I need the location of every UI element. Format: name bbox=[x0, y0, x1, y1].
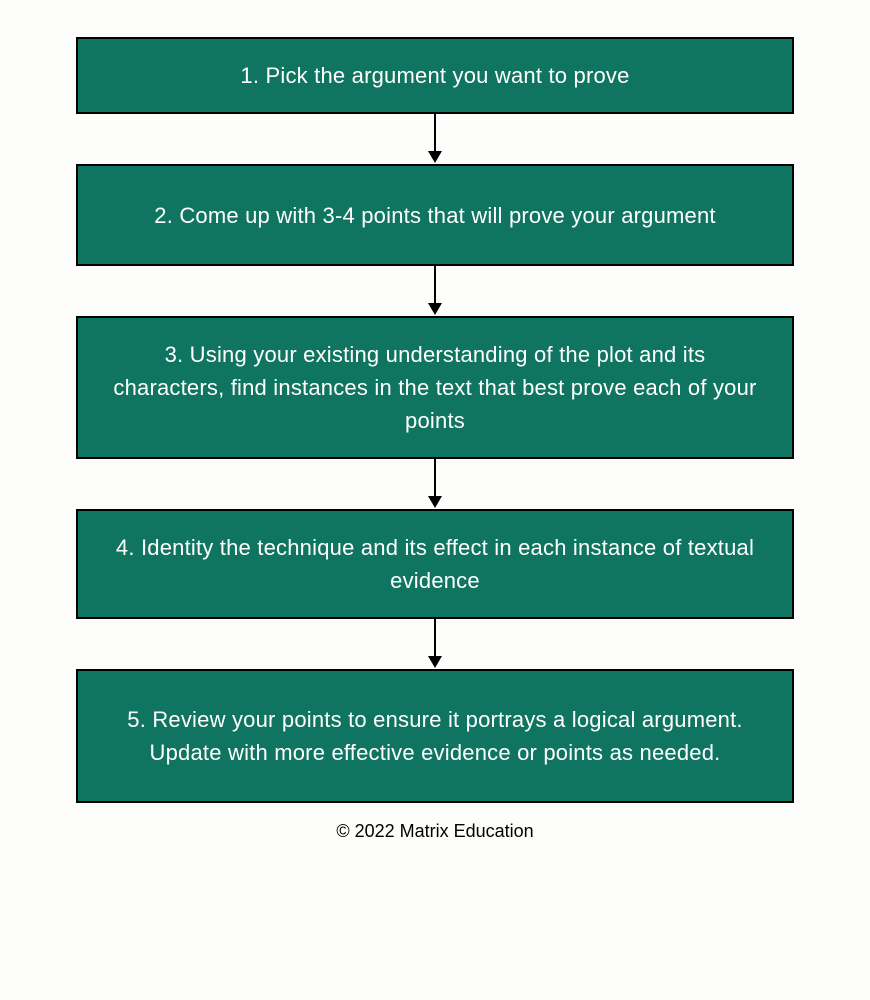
step-text: 2. Come up with 3-4 points that will pro… bbox=[154, 199, 715, 232]
arrow-icon bbox=[428, 266, 442, 316]
step-text: 1. Pick the argument you want to prove bbox=[240, 59, 629, 92]
step-text: 4. Identity the technique and its effect… bbox=[108, 531, 762, 597]
flowchart-step-3: 3. Using your existing understanding of … bbox=[76, 316, 794, 459]
flowchart-step-5: 5. Review your points to ensure it portr… bbox=[76, 669, 794, 803]
flowchart-container: 1. Pick the argument you want to prove 2… bbox=[0, 0, 870, 842]
copyright-text: © 2022 Matrix Education bbox=[336, 821, 533, 842]
flowchart-step-2: 2. Come up with 3-4 points that will pro… bbox=[76, 164, 794, 266]
step-text: 3. Using your existing understanding of … bbox=[108, 338, 762, 437]
flowchart-step-1: 1. Pick the argument you want to prove bbox=[76, 37, 794, 114]
arrow-icon bbox=[428, 459, 442, 509]
arrow-icon bbox=[428, 619, 442, 669]
flowchart-step-4: 4. Identity the technique and its effect… bbox=[76, 509, 794, 619]
step-text: 5. Review your points to ensure it portr… bbox=[108, 703, 762, 769]
arrow-icon bbox=[428, 114, 442, 164]
